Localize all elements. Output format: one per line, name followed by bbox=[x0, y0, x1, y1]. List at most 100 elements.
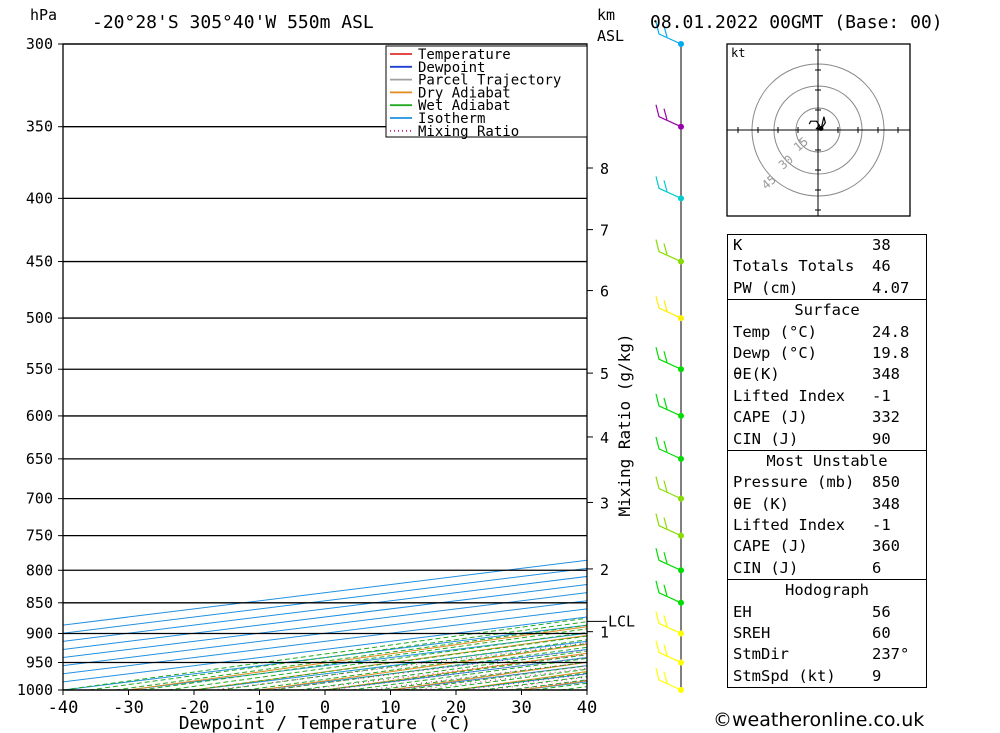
most-unstable-row-key: CIN (J) bbox=[733, 558, 799, 577]
hodograph-row-value: 56 bbox=[872, 602, 891, 621]
y-tick-label: 850 bbox=[26, 594, 53, 612]
legend-box bbox=[385, 45, 588, 138]
y-tick-label: 600 bbox=[26, 407, 53, 425]
most-unstable-row-key: CAPE (J) bbox=[733, 537, 808, 556]
y-tick-label: 350 bbox=[26, 118, 53, 136]
isotherm-line bbox=[63, 567, 587, 634]
y-tick-label: 1000 bbox=[17, 681, 53, 699]
surface-row: Temp (°C) 24.8 bbox=[728, 322, 926, 343]
height-tick-label: 5 bbox=[600, 365, 609, 383]
surface-row-value: 90 bbox=[872, 429, 891, 448]
datetime-label: 08.01.2022 00GMT (Base: 00) bbox=[650, 12, 943, 33]
x-tick-label: 0 bbox=[320, 698, 330, 718]
hodograph-row: EH 56 bbox=[728, 602, 926, 623]
most-unstable-row: Lifted Index -1 bbox=[728, 515, 926, 536]
x-tick-label: -20 bbox=[179, 698, 210, 718]
height-tick-label: 4 bbox=[600, 429, 609, 447]
index-row-key: Totals Totals bbox=[733, 257, 855, 276]
surface-row-value: 348 bbox=[872, 365, 900, 384]
most-unstable-row: θE (K) 348 bbox=[728, 494, 926, 515]
height-ref-label: ASL bbox=[597, 27, 625, 45]
surface-title: Surface bbox=[728, 299, 926, 321]
wet-adiabat-line bbox=[63, 617, 587, 690]
legend-label: Parcel Trajectory bbox=[418, 73, 561, 89]
hodograph-unit-label: kt bbox=[731, 46, 745, 60]
most-unstable-row-value: 6 bbox=[872, 558, 882, 577]
surface-row-key: θE(K) bbox=[733, 365, 780, 384]
y-tick-label: 450 bbox=[26, 253, 53, 271]
hodograph-row-value: 237° bbox=[872, 645, 910, 664]
hodograph-row-value: 9 bbox=[872, 666, 882, 685]
y-tick-label: 650 bbox=[26, 450, 53, 468]
surface-row-value: 19.8 bbox=[872, 343, 910, 362]
wind-barb bbox=[655, 295, 682, 319]
hodograph-row-value: 60 bbox=[872, 624, 891, 643]
wet-adiabat-line bbox=[89, 621, 587, 690]
wind-profile bbox=[655, 21, 684, 693]
height-unit-label: km bbox=[597, 6, 616, 24]
surface-row: Dewp (°C) 19.8 bbox=[728, 343, 926, 364]
wind-barb bbox=[655, 104, 682, 128]
x-tick-label: -10 bbox=[244, 698, 275, 718]
storm-motion-marker bbox=[818, 126, 824, 132]
most-unstable-row-value: 360 bbox=[872, 537, 900, 556]
legend-label: Wet Adiabat bbox=[418, 98, 511, 114]
y-tick-label: 950 bbox=[26, 653, 53, 671]
lcl-label: LCL bbox=[608, 612, 635, 630]
most-unstable-row-value: 850 bbox=[872, 473, 900, 492]
wind-barb bbox=[655, 239, 682, 263]
index-row-value: 38 bbox=[872, 236, 891, 254]
legend-label: Mixing Ratio bbox=[418, 124, 519, 140]
wind-barb bbox=[655, 21, 682, 45]
height-tick-label: 8 bbox=[600, 160, 609, 178]
y-tick-label: 550 bbox=[26, 360, 53, 378]
x-tick-label: 30 bbox=[511, 698, 531, 718]
legend-label: Dry Adiabat bbox=[418, 85, 511, 101]
wind-barb bbox=[655, 667, 682, 691]
y-tick-label: 300 bbox=[26, 35, 53, 53]
surface-row-value: 332 bbox=[872, 408, 900, 427]
y-tick-label: 800 bbox=[26, 561, 53, 579]
surface-row-key: Dewp (°C) bbox=[733, 343, 817, 362]
hodograph-row-key: SREH bbox=[733, 624, 771, 643]
hodograph-row: StmSpd (kt) 9 bbox=[728, 666, 926, 687]
surface-row-key: CIN (J) bbox=[733, 429, 799, 448]
mixing-ratio-line bbox=[268, 649, 587, 690]
most-unstable-row: CAPE (J) 360 bbox=[728, 536, 926, 557]
index-row-value: 46 bbox=[872, 257, 891, 276]
x-tick-label: -30 bbox=[113, 698, 144, 718]
hodograph-table-title: Hodograph bbox=[728, 579, 926, 601]
wind-barb bbox=[655, 347, 682, 370]
x-tick-label: 20 bbox=[446, 698, 466, 718]
isotherm-line bbox=[63, 575, 587, 642]
index-row: Totals Totals 46 bbox=[728, 256, 926, 277]
hodograph-trace bbox=[808, 116, 826, 131]
hodograph-row-key: StmSpd (kt) bbox=[733, 666, 836, 685]
wind-barb bbox=[655, 436, 682, 460]
most-unstable-row-key: Pressure (mb) bbox=[733, 473, 855, 492]
wind-barb bbox=[655, 476, 682, 500]
mixing-ratio-axis-title: Mixing Ratio (g/kg) bbox=[615, 333, 634, 516]
x-tick-label: 10 bbox=[380, 698, 400, 718]
wind-barb bbox=[655, 640, 682, 664]
dry-adiabat-line bbox=[980, 44, 1000, 690]
wind-barb bbox=[655, 611, 682, 635]
most-unstable-row: CIN (J) 6 bbox=[728, 558, 926, 579]
x-axis-title: Dewpoint / Temperature (°C) bbox=[179, 713, 472, 733]
surface-row: CAPE (J) 332 bbox=[728, 407, 926, 428]
most-unstable-row: Pressure (mb) 850 bbox=[728, 472, 926, 493]
hodograph-row: StmDir 237° bbox=[728, 644, 926, 665]
index-row: K 38 bbox=[728, 235, 926, 256]
y-tick-label: 400 bbox=[26, 189, 53, 207]
legend-label: Temperature bbox=[418, 47, 511, 63]
index-row-value: 4.07 bbox=[872, 278, 910, 297]
height-tick-label: 6 bbox=[600, 283, 609, 301]
most-unstable-row-value: 348 bbox=[872, 494, 900, 513]
surface-row: Lifted Index -1 bbox=[728, 386, 926, 407]
x-tick-label: -40 bbox=[48, 698, 79, 718]
height-tick-label: 2 bbox=[600, 561, 609, 579]
y-tick-label: 900 bbox=[26, 624, 53, 642]
